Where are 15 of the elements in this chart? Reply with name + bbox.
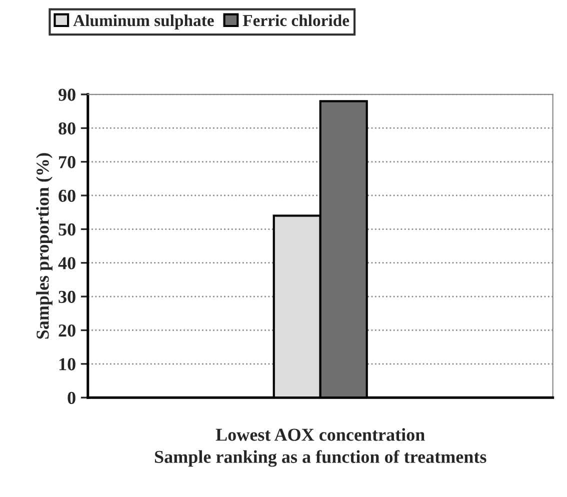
y-tick-label: 0 <box>68 392 76 404</box>
legend-label: Ferric chloride <box>242 14 350 26</box>
y-tick-label: 70 <box>59 156 76 168</box>
y-tick-label: 50 <box>58 223 76 236</box>
x-tick-label: Lowest AOX concentration <box>216 428 425 441</box>
y-tick-label: 80 <box>58 122 76 135</box>
y-tick-label: 90 <box>58 88 76 101</box>
y-tick-label: 60 <box>58 190 76 202</box>
legend-label: Aluminum sulphate <box>73 14 214 30</box>
x-axis-title: Sample ranking as a function of treatments <box>154 450 486 467</box>
y-tick-label: 20 <box>58 324 76 337</box>
y-axis-title: Samples proportion (%) <box>36 153 52 339</box>
y-tick-label: 10 <box>59 358 76 370</box>
y-tick-label: 40 <box>58 257 76 270</box>
y-tick-label: 30 <box>58 290 76 303</box>
